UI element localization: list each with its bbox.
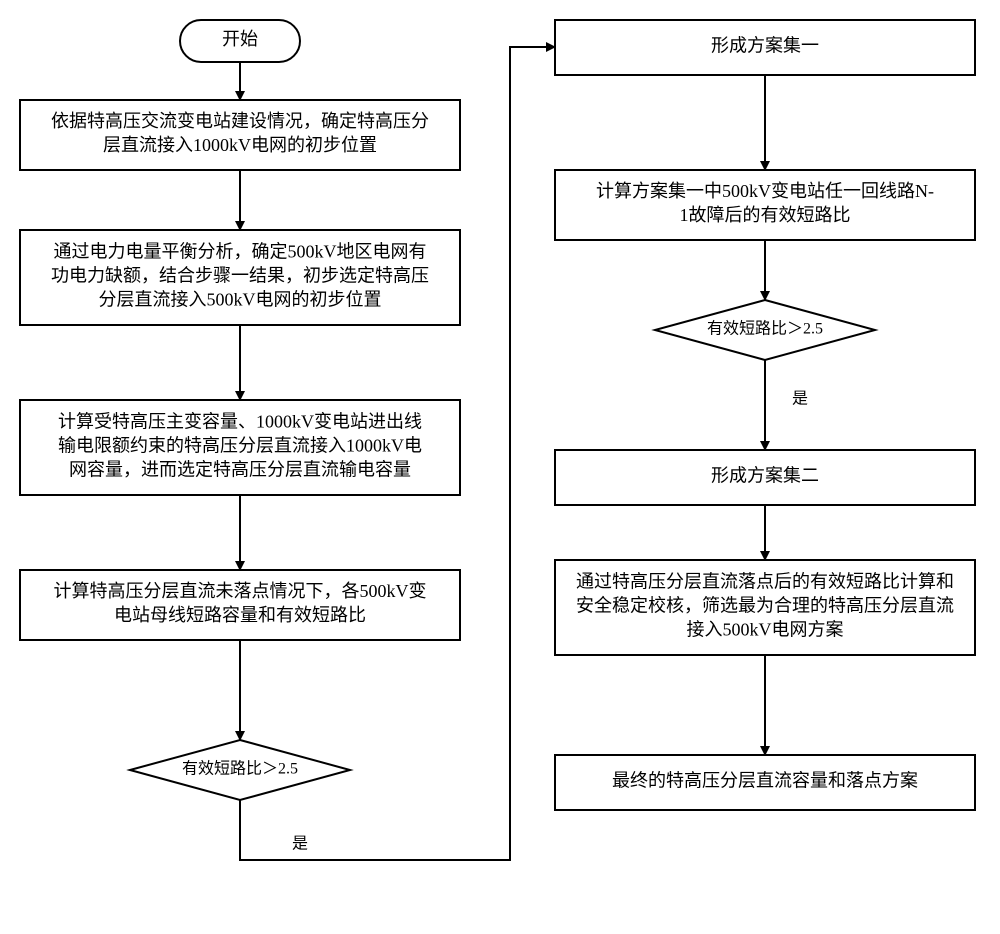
node-text-line: 功电力缺额，结合步骤一结果，初步选定特高压 bbox=[51, 266, 429, 286]
node-text-line: 网容量，进而选定特高压分层直流输电容量 bbox=[69, 460, 411, 480]
flowchart-canvas: 是是 开始依据特高压交流变电站建设情况，确定特高压分层直流接入1000kV电网的… bbox=[0, 0, 1000, 934]
node-n6: 计算方案集一中500kV变电站任一回线路N- 1故障后的有效短路比 bbox=[555, 170, 975, 240]
node-text-line: 输电限额约束的特高压分层直流接入1000kV电 bbox=[58, 436, 422, 456]
node-d1: 有效短路比＞2.5 bbox=[130, 740, 350, 800]
node-text-line: 计算方案集一中500kV变电站任一回线路N- bbox=[596, 181, 934, 201]
node-text-line: 安全稳定校核，筛选最为合理的特高压分层直流 bbox=[576, 596, 954, 616]
edge-label: 是 bbox=[292, 836, 308, 853]
node-text-line: 开始 bbox=[222, 29, 258, 49]
node-n5: 形成方案集一 bbox=[555, 20, 975, 75]
nodes-layer: 开始依据特高压交流变电站建设情况，确定特高压分层直流接入1000kV电网的初步位… bbox=[20, 20, 975, 810]
node-text-line: 有效短路比＞2.5 bbox=[707, 320, 823, 338]
node-text-line: 依据特高压交流变电站建设情况，确定特高压分 bbox=[51, 111, 429, 131]
node-n7: 形成方案集二 bbox=[555, 450, 975, 505]
node-text-line: 形成方案集一 bbox=[711, 36, 819, 56]
node-text-line: 1故障后的有效短路比 bbox=[680, 205, 851, 225]
node-text-line: 计算受特高压主变容量、1000kV变电站进出线 bbox=[58, 412, 422, 432]
node-text-line: 最终的特高压分层直流容量和落点方案 bbox=[612, 771, 918, 791]
node-start: 开始 bbox=[180, 20, 300, 62]
node-n8: 通过特高压分层直流落点后的有效短路比计算和安全稳定校核，筛选最为合理的特高压分层… bbox=[555, 560, 975, 655]
node-text-line: 通过特高压分层直流落点后的有效短路比计算和 bbox=[576, 572, 954, 592]
node-text-line: 形成方案集二 bbox=[711, 466, 819, 486]
node-n4: 计算特高压分层直流未落点情况下，各500kV变电站母线短路容量和有效短路比 bbox=[20, 570, 460, 640]
node-text-line: 电站母线短路容量和有效短路比 bbox=[114, 605, 366, 625]
node-text-line: 有效短路比＞2.5 bbox=[182, 760, 298, 778]
node-n3: 计算受特高压主变容量、1000kV变电站进出线输电限额约束的特高压分层直流接入1… bbox=[20, 400, 460, 495]
node-d2: 有效短路比＞2.5 bbox=[655, 300, 875, 360]
node-text-line: 计算特高压分层直流未落点情况下，各500kV变 bbox=[54, 581, 427, 601]
node-text-line: 通过电力电量平衡分析，确定500kV地区电网有 bbox=[54, 242, 427, 262]
node-n1: 依据特高压交流变电站建设情况，确定特高压分层直流接入1000kV电网的初步位置 bbox=[20, 100, 460, 170]
edge-label: 是 bbox=[792, 391, 808, 408]
edge-e-d2-n7: 是 bbox=[765, 360, 808, 450]
node-n2: 通过电力电量平衡分析，确定500kV地区电网有功电力缺额，结合步骤一结果，初步选… bbox=[20, 230, 460, 325]
node-text-line: 层直流接入1000kV电网的初步位置 bbox=[103, 135, 377, 155]
node-text-line: 接入500kV电网方案 bbox=[687, 620, 844, 640]
node-text-line: 分层直流接入500kV电网的初步位置 bbox=[99, 290, 382, 310]
node-n9: 最终的特高压分层直流容量和落点方案 bbox=[555, 755, 975, 810]
